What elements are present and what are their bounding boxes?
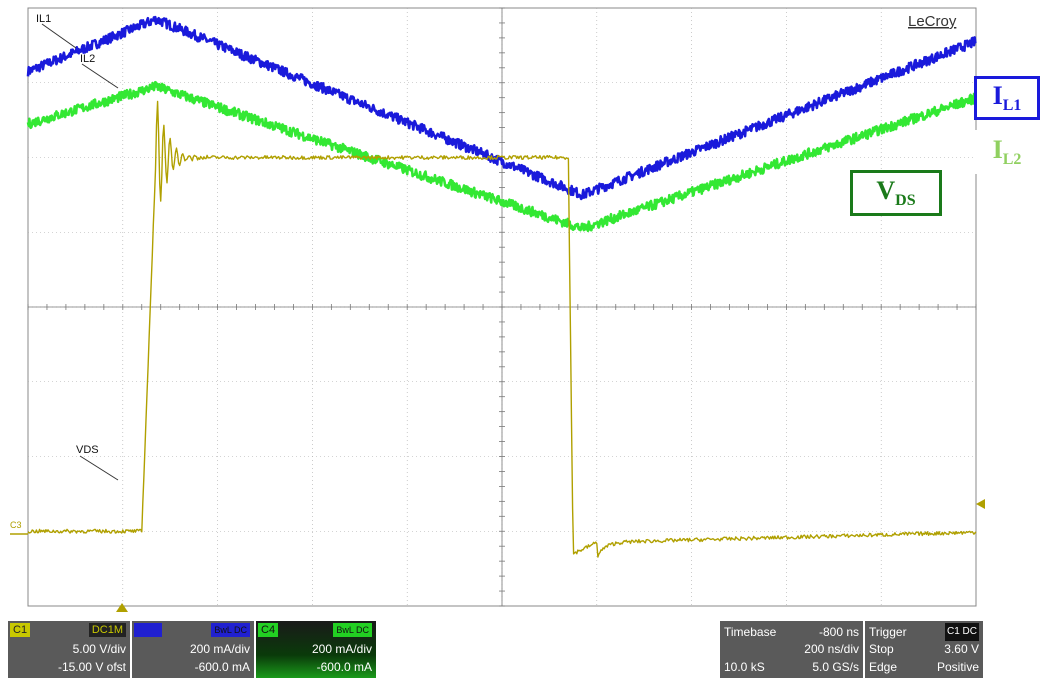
il1-trace-label: IL1: [36, 13, 51, 25]
legend-il1: IL1: [974, 76, 1040, 120]
c1-chip: C1: [10, 623, 31, 637]
legend-il2-text: IL2: [993, 135, 1022, 169]
legend-il1-text: IL1: [993, 81, 1022, 115]
trigger-slope: Positive: [936, 660, 979, 674]
c4-scale: 200 mA/div: [311, 642, 372, 656]
c1-coupling-badge: DC1M: [88, 623, 126, 637]
legend-il1-sub: L1: [1002, 97, 1022, 114]
timebase-label: Timebase: [724, 625, 777, 639]
legend-vds-text: VDS: [876, 176, 915, 210]
c2-offset: -600.0 mA: [194, 660, 250, 674]
graticule: [27, 7, 977, 607]
trigger-panel[interactable]: Trigger C1 DC Stop 3.60 V Edge Positive: [865, 621, 983, 678]
il1-label-leader: [41, 23, 77, 49]
trigger-position-marker: [116, 603, 128, 612]
il2-trace-label: IL2: [80, 53, 95, 65]
trigger-source: C1 DC: [944, 623, 979, 641]
legend-il2: IL2: [974, 130, 1040, 174]
c4-chip: C4: [258, 623, 279, 637]
c2-scale: 200 mA/div: [189, 642, 250, 656]
c1-offset: -15.00 V ofst: [57, 660, 126, 674]
channel-c1-panel[interactable]: C1 DC1M 5.00 V/div -15.00 V ofst: [8, 621, 130, 678]
channel-c2-panel[interactable]: BwL DC 200 mA/div -600.0 mA: [132, 621, 254, 678]
trace-group: [26, 15, 978, 558]
c2-chip: [134, 623, 162, 637]
c3-ground-marker-label: C3: [10, 520, 22, 530]
il2-label-leader: [81, 63, 119, 89]
lecroy-logo: LeCroy: [908, 13, 957, 30]
trace-labels: IL1 IL2 VDS C3: [10, 13, 985, 612]
timebase-scale: 200 ns/div: [804, 642, 859, 656]
legend-il2-main: I: [992, 135, 1003, 164]
trigger-label: Trigger: [869, 625, 907, 639]
c4-coupling-badge: BwL DC: [333, 623, 372, 637]
c1-scale: 5.00 V/div: [72, 642, 126, 656]
legend-vds-main: V: [876, 176, 896, 205]
timebase-rate: 5.0 GS/s: [812, 660, 859, 674]
legend-vds-sub: DS: [895, 192, 916, 209]
c4-offset: -600.0 mA: [316, 660, 372, 674]
trigger-type: Edge: [869, 660, 898, 674]
trace-il2: [26, 80, 978, 233]
trace-il1: [26, 15, 977, 201]
timebase-samples: 10.0 kS: [724, 660, 765, 674]
trigger-level: 3.60 V: [944, 642, 979, 656]
c2-coupling-badge: BwL DC: [211, 623, 250, 637]
legend-il2-sub: L2: [1002, 151, 1022, 168]
legend-il1-main: I: [992, 81, 1003, 110]
legend-vds: VDS: [850, 170, 942, 216]
trace-vds: [27, 100, 977, 558]
vds-label-leader: [79, 455, 119, 481]
oscilloscope-plot: IL1 IL2 VDS C3 LeCroy: [10, 7, 985, 612]
trigger-level-marker: [976, 499, 985, 509]
trigger-mode: Stop: [869, 642, 894, 656]
timebase-panel[interactable]: Timebase -800 ns 200 ns/div 10.0 kS 5.0 GS…: [720, 621, 863, 678]
channel-c4-panel[interactable]: C4 BwL DC 200 mA/div -600.0 mA: [256, 621, 376, 678]
vds-trace-label: VDS: [76, 444, 99, 456]
timebase-delay: -800 ns: [818, 625, 859, 639]
